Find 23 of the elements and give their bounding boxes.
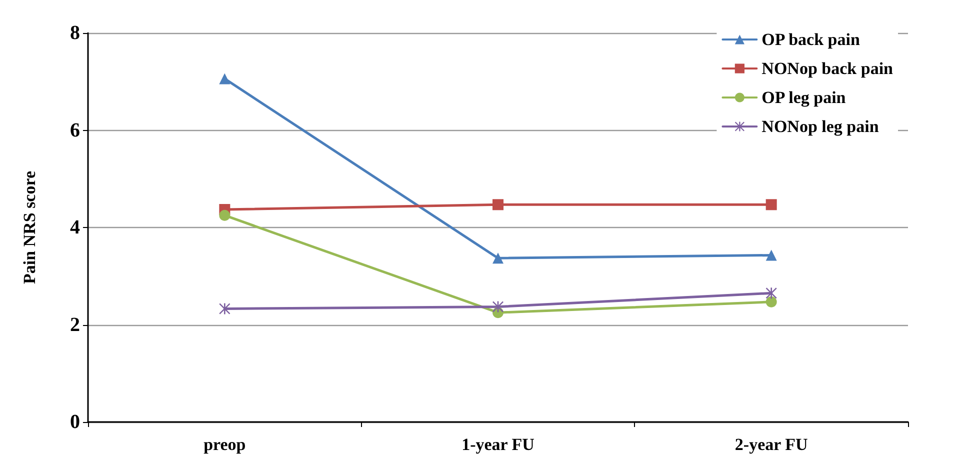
- y-tick-label: 4: [70, 216, 80, 238]
- point: [219, 303, 230, 314]
- point: [766, 296, 777, 308]
- legend-label: NONop leg pain: [762, 117, 880, 136]
- legend-label: NONop back pain: [762, 59, 894, 78]
- y-tick-label: 2: [70, 314, 80, 336]
- legend-label: OP leg pain: [762, 88, 846, 107]
- point: [766, 288, 777, 299]
- y-tick-label: 8: [70, 22, 80, 44]
- point: [492, 252, 504, 264]
- y-tick-label: 6: [70, 119, 80, 142]
- legend-label: OP back pain: [762, 30, 860, 49]
- point: [492, 199, 504, 210]
- x-tick-label: 1-year FU: [462, 435, 534, 454]
- y-tick-label: 0: [70, 411, 80, 433]
- point: [219, 73, 230, 84]
- x-tick-label: preop: [204, 435, 246, 454]
- point: [766, 250, 777, 261]
- point: [492, 301, 504, 312]
- y-axis-title: Pain NRS score: [20, 170, 39, 284]
- point: [766, 199, 777, 210]
- x-tick-label: 2-year FU: [734, 435, 808, 454]
- point: [219, 210, 230, 221]
